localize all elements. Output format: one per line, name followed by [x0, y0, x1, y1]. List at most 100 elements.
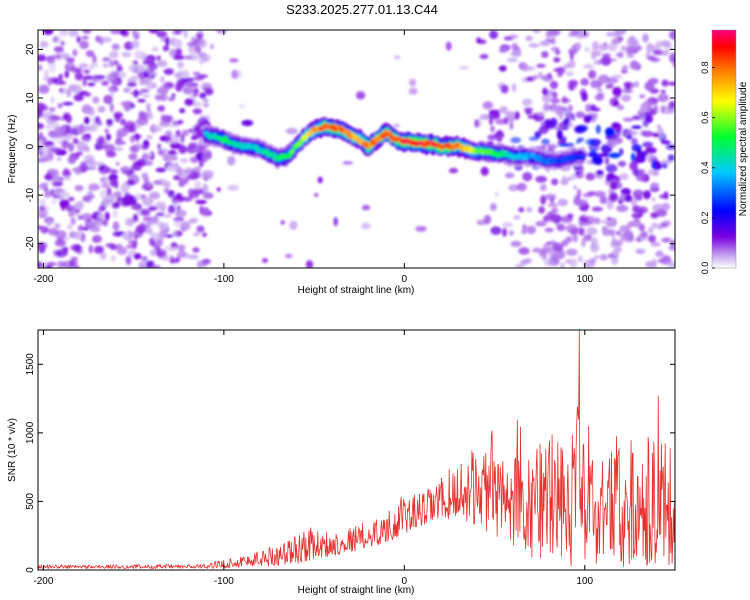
heatmap-noise-blob — [545, 30, 551, 39]
heatmap-noise-blob — [585, 138, 597, 146]
heatmap-noise-blob — [488, 109, 501, 114]
heatmap-noise-blob — [153, 124, 162, 131]
heatmap-noise-blob — [600, 56, 612, 66]
heatmap-noise-blob — [630, 152, 636, 162]
heatmap-noise-blob — [177, 250, 186, 259]
heatmap-noise-blob — [509, 121, 514, 131]
heatmap-noise-blob — [117, 196, 128, 201]
heatmap-noise-blob — [87, 106, 95, 117]
heatmap-noise-blob — [605, 221, 614, 228]
heatmap-noise-blob — [289, 220, 298, 230]
heatmap-noise-blob — [146, 135, 153, 140]
heatmap-noise-blob — [634, 81, 640, 88]
heatmap-noise-blob — [189, 156, 199, 164]
heatmap-noise-blob — [148, 206, 158, 211]
heatmap-noise-blob — [195, 199, 208, 205]
heatmap-ridge-blob — [580, 154, 585, 159]
heatmap-noise-blob — [614, 30, 626, 36]
heatmap-noise-blob — [640, 231, 648, 238]
heatmap-noise-blob — [538, 206, 545, 214]
heatmap-noise-blob — [498, 65, 507, 72]
heatmap-noise-blob — [168, 206, 173, 214]
heatmap-noise-blob — [583, 234, 593, 242]
heatmap-noise-blob — [504, 172, 515, 179]
heatmap-noise-blob — [154, 238, 159, 243]
heatmap-noise-blob — [38, 225, 45, 230]
heatmap-noise-blob — [173, 220, 184, 228]
heatmap-noise-blob — [92, 96, 100, 104]
heatmap-noise-blob — [39, 198, 46, 207]
snr-y-tick-label: 1500 — [25, 353, 36, 376]
heatmap-noise-blob — [543, 215, 549, 222]
heatmap-noise-blob — [581, 92, 588, 102]
heatmap-noise-blob — [173, 194, 185, 203]
heatmap-noise-blob — [620, 45, 628, 51]
heatmap-noise-blob — [43, 69, 49, 78]
heatmap-noise-blob — [202, 144, 208, 152]
heatmap-noise-blob — [38, 131, 44, 138]
heatmap-noise-blob — [553, 253, 558, 263]
heatmap-noise-blob — [82, 226, 90, 231]
heatmap-noise-blob — [202, 183, 209, 193]
heatmap-noise-blob — [619, 233, 626, 242]
heatmap-noise-blob — [605, 164, 618, 173]
heatmap-noise-blob — [522, 98, 533, 106]
heatmap-noise-blob — [630, 137, 638, 146]
heatmap-noise-blob — [72, 139, 80, 145]
heatmap-noise-blob — [342, 161, 354, 165]
heatmap-noise-blob — [53, 46, 64, 53]
heatmap-noise-blob — [165, 130, 173, 139]
heatmap-noise-blob — [582, 64, 595, 69]
heatmap-noise-blob — [60, 40, 65, 46]
heatmap-noise-blob — [44, 174, 53, 180]
heatmap-noise-blob — [109, 59, 115, 68]
heatmap-noise-blob — [619, 148, 624, 156]
heatmap-noise-blob — [193, 166, 202, 173]
heatmap-noise-blob — [78, 63, 89, 68]
colorbar-tick-label: 0.0 — [700, 262, 710, 275]
heatmap-noise-blob — [541, 51, 549, 58]
heatmap-noise-blob — [626, 54, 635, 58]
heatmap-noise-blob — [494, 191, 499, 197]
heatmap-noise-blob — [46, 117, 54, 125]
heatmap-noise-blob — [643, 190, 651, 200]
heatmap-noise-blob — [651, 197, 656, 202]
heatmap-noise-blob — [141, 172, 149, 180]
heatmap-noise-blob — [599, 196, 608, 205]
heatmap-noise-blob — [189, 217, 199, 223]
snr-x-ticks: -200 -100 0 100 — [33, 330, 594, 587]
heatmap-noise-blob — [90, 122, 99, 131]
heatmap-noise-blob — [575, 170, 581, 175]
heatmap-noise-blob — [615, 247, 623, 253]
heatmap-noise-blob — [202, 55, 209, 63]
heatmap-noise-blob — [644, 81, 655, 91]
heatmap-noise-blob — [393, 123, 401, 129]
heatmap-noise-blob — [74, 265, 80, 268]
heatmap-noise-blob — [624, 194, 633, 202]
heatmap-noise-blob — [197, 38, 208, 49]
heatmap-noise-blob — [591, 237, 599, 246]
heatmap-noise-blob — [198, 137, 205, 147]
colorbar-gradient — [711, 29, 737, 269]
heatmap-noise-blob — [479, 53, 489, 60]
heatmap-noise-blob — [114, 114, 121, 123]
heatmap-noise-blob — [113, 59, 119, 66]
heatmap-noise-blob — [196, 30, 204, 34]
heatmap-noise-blob — [178, 177, 189, 185]
heatmap-noise-blob — [609, 97, 619, 107]
heatmap-noise-blob — [534, 131, 542, 139]
heatmap-x-tick-label: 0 — [402, 274, 408, 285]
heatmap-noise-blob — [558, 143, 567, 147]
heatmap-noise-blob — [111, 78, 120, 86]
heatmap-noise-blob — [567, 213, 574, 219]
heatmap-noise-blob — [513, 215, 521, 220]
heatmap-noise-blob — [38, 150, 43, 156]
heatmap-noise-blob — [54, 239, 67, 247]
heatmap-noise-blob — [489, 30, 499, 40]
heatmap-noise-blob — [162, 154, 171, 162]
heatmap-noise-blob — [148, 30, 159, 34]
heatmap-noise-blob — [551, 91, 558, 99]
heatmap-noise-blob — [280, 220, 285, 225]
heatmap-noise-blob — [82, 92, 92, 97]
heatmap-noise-blob — [653, 104, 659, 114]
